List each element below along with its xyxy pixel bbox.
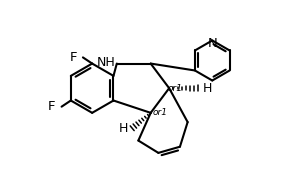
Text: N: N	[207, 37, 217, 50]
Text: NH: NH	[96, 56, 115, 69]
Text: H: H	[119, 122, 128, 135]
Text: or1: or1	[153, 108, 168, 117]
Text: H: H	[202, 82, 212, 95]
Text: F: F	[48, 100, 55, 113]
Text: F: F	[69, 51, 77, 64]
Text: or1: or1	[168, 83, 183, 93]
